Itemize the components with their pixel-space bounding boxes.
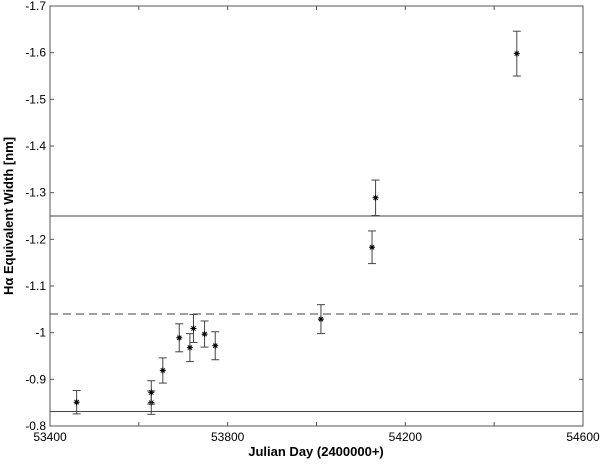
y-tick-label: -1.5	[25, 92, 46, 106]
y-tick-label: -1.2	[25, 232, 46, 246]
asterisk-marker	[369, 244, 376, 251]
y-axis-label: Hα Equivalent Width [nm]	[1, 137, 16, 295]
y-tick-label: -1	[35, 326, 46, 340]
asterisk-marker	[186, 344, 193, 351]
data-point	[316, 304, 325, 335]
asterisk-marker	[73, 399, 80, 406]
data-point	[175, 323, 184, 353]
y-tick-label: -0.8	[25, 419, 46, 433]
data-point	[185, 333, 194, 363]
asterisk-marker	[159, 367, 166, 374]
data-point	[72, 390, 81, 415]
x-axis-label: Julian Day (2400000+)	[248, 444, 384, 459]
y-tick-label: -1.6	[25, 46, 46, 60]
data-point	[200, 320, 209, 348]
x-axis: 53400 53800 54200 54600	[33, 6, 600, 444]
y-tick-label: -1.1	[25, 279, 46, 293]
asterisk-marker	[190, 325, 197, 332]
data-point	[371, 179, 380, 217]
asterisk-marker	[176, 334, 183, 341]
y-axis: -1.7 -1.6 -1.5 -1.4 -1.3 -1.2 -1.1 -1 -0.9 -0.8	[25, 0, 583, 433]
data-point	[368, 230, 377, 265]
asterisk-marker	[317, 316, 324, 323]
x-tick-label: 53800	[211, 430, 245, 444]
x-tick-label: 53400	[33, 430, 67, 444]
data-point	[211, 331, 220, 361]
y-tick-label: -1.7	[25, 0, 46, 13]
asterisk-marker	[212, 342, 219, 349]
data-point	[158, 357, 167, 384]
data-point	[147, 380, 156, 405]
asterisk-marker	[513, 50, 520, 57]
asterisk-marker	[372, 194, 379, 201]
data-point	[189, 313, 198, 343]
chart-marks	[50, 30, 583, 415]
y-tick-label: -0.9	[25, 372, 46, 386]
y-tick-label: -1.4	[25, 139, 46, 153]
asterisk-marker	[148, 389, 155, 396]
data-point	[512, 30, 521, 77]
x-tick-label: 54600	[566, 430, 600, 444]
asterisk-marker	[201, 331, 208, 338]
x-tick-label: 54200	[389, 430, 423, 444]
y-tick-label: -1.3	[25, 186, 46, 200]
